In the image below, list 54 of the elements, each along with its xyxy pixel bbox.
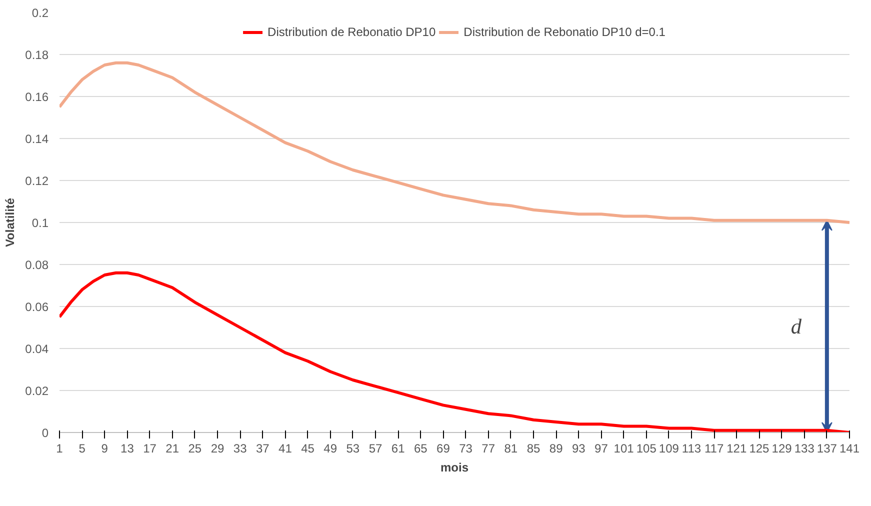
x-tick-label: 49 [324,442,338,456]
y-tick-label: 0.02 [25,384,49,398]
y-tick-label: 0.06 [25,300,49,314]
x-tick-label: 93 [572,442,586,456]
x-tick-label: 85 [526,442,540,456]
x-tick-label: 29 [210,442,224,456]
y-tick-label: 0.14 [25,132,49,146]
x-tick-label: 77 [482,442,496,456]
x-tick-label: 65 [414,442,428,456]
x-tick-label: 73 [459,442,473,456]
x-tick-label: 125 [749,442,770,456]
y-tick-label: 0.18 [25,48,49,62]
x-tick-label: 69 [436,442,450,456]
x-tick-label: 133 [794,442,815,456]
y-axis-title: Volatilité [3,198,18,248]
x-axis-title: mois [440,460,469,474]
y-tick-label: 0 [42,426,49,440]
x-tick-label: 121 [726,442,747,456]
legend-label: Distribution de Rebonatio DP10 d=0.1 [464,25,666,39]
y-tick-label: 0.16 [25,90,49,104]
x-tick-label: 113 [682,442,702,456]
x-tick-label: 53 [346,442,360,456]
x-tick-label: 41 [278,442,292,456]
line-series [60,271,850,432]
y-tick-label: 0.2 [32,6,49,20]
x-tick-label: 97 [594,442,608,456]
x-tick-label: 9 [101,442,108,456]
x-tick-label: 57 [368,442,382,456]
x-tick-label: 5 [78,442,86,456]
x-tick-label: 45 [301,442,315,456]
x-tick-label: 105 [636,442,657,456]
x-tick-label: 81 [504,442,518,456]
x-tick-label: 89 [549,442,564,456]
x-tick-label: 1 [56,442,64,456]
x-tick-label: 137 [816,442,838,456]
annotation: d [790,314,802,338]
legend-label: Distribution de Rebonatio DP10 [268,25,436,39]
x-tick-label: 25 [188,442,202,456]
x-tick-label: 141 [839,442,860,456]
y-tick-label: 0.1 [32,216,49,230]
y-tick-label: 0.12 [25,174,49,188]
line-series [60,61,850,224]
x-tick-label: 117 [704,442,724,456]
x-tick-label: 13 [120,442,134,456]
y-tick-label: 0.08 [25,258,49,272]
y-tick-label: 0.04 [25,342,49,356]
x-tick-label: 37 [256,442,270,456]
x-tick-label: 61 [391,442,406,456]
x-tick-label: 21 [166,442,180,456]
x-tick-label: 101 [614,442,634,456]
x-tick-label: 33 [233,442,248,456]
x-tick-label: 109 [658,442,680,456]
x-tick-label: 129 [772,442,792,456]
x-tick-label: 17 [143,442,157,456]
